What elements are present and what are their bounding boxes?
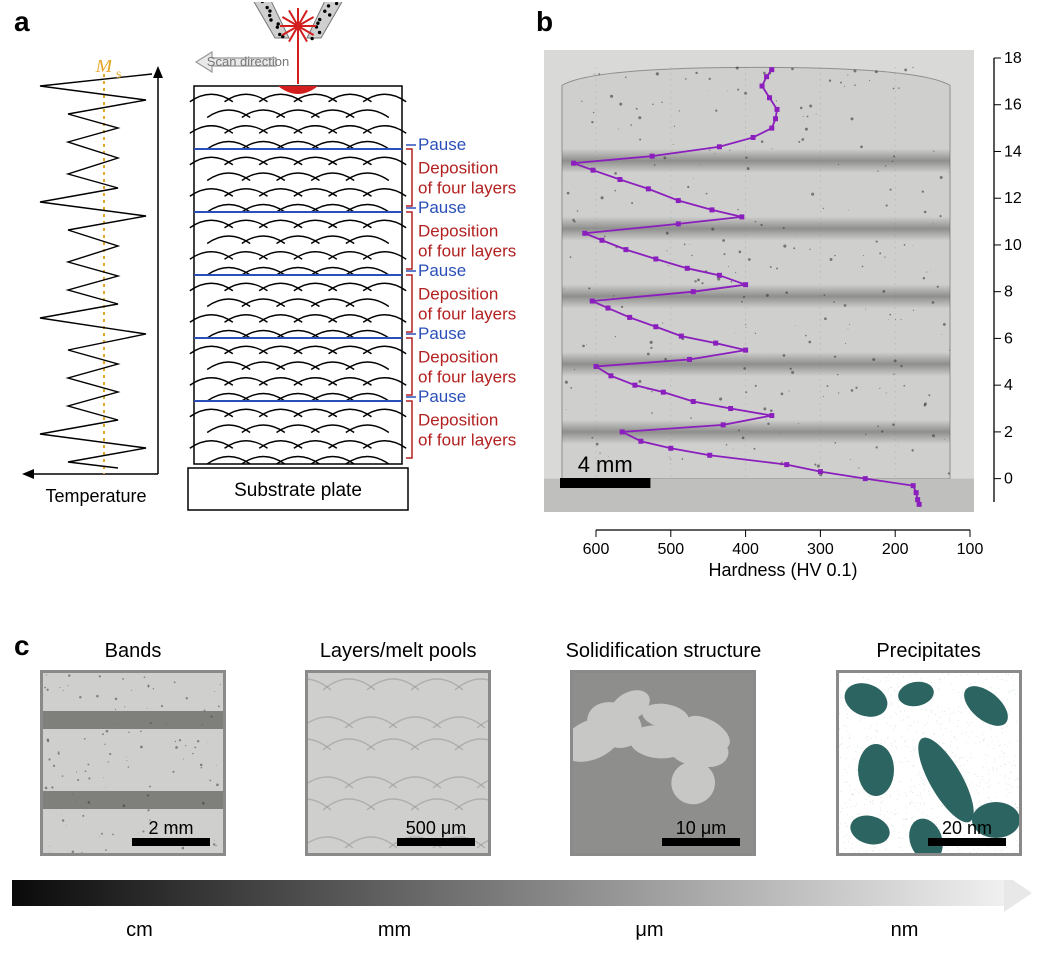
- svg-text:20 nm: 20 nm: [942, 818, 992, 838]
- svg-text:s: s: [116, 67, 121, 82]
- panel-c-title-0: Bands: [20, 640, 246, 664]
- svg-text:Scan direction: Scan direction: [207, 54, 289, 69]
- svg-text:4 mm: 4 mm: [578, 452, 633, 477]
- panel-c-title-1: Layers/melt pools: [285, 640, 511, 664]
- svg-text:6: 6: [1004, 330, 1013, 347]
- svg-text:200: 200: [882, 541, 909, 558]
- svg-text:of four layers: of four layers: [418, 242, 516, 261]
- svg-text:16: 16: [1004, 97, 1022, 114]
- panel-c-micrograph-3: 20 nm: [836, 670, 1022, 856]
- svg-text:600: 600: [583, 541, 610, 558]
- length-scale-arrow: cm mm μm nm: [12, 880, 1032, 946]
- svg-text:10: 10: [1004, 237, 1022, 254]
- svg-text:Deposition: Deposition: [418, 285, 498, 304]
- svg-text:Temperature: Temperature: [45, 486, 146, 506]
- svg-text:Deposition: Deposition: [418, 222, 498, 241]
- svg-text:mm: mm: [378, 919, 411, 941]
- svg-text:of four layers: of four layers: [418, 368, 516, 387]
- svg-text:14: 14: [1004, 143, 1022, 160]
- svg-text:18: 18: [1004, 50, 1022, 67]
- svg-text:0: 0: [1004, 471, 1013, 488]
- svg-text:Deposition: Deposition: [418, 411, 498, 430]
- panel-c-micrograph-0: 2 mm: [40, 670, 226, 856]
- panel-c-title-3: Precipitates: [816, 640, 1042, 664]
- svg-text:Pause: Pause: [418, 198, 466, 217]
- svg-text:Substrate plate: Substrate plate: [234, 480, 362, 501]
- panel-c-micrograph-1: 500 μm: [305, 670, 491, 856]
- svg-text:8: 8: [1004, 284, 1013, 301]
- svg-text:Hardness (HV 0.1): Hardness (HV 0.1): [708, 560, 857, 580]
- svg-text:Pause: Pause: [418, 135, 466, 154]
- figure-root: abcTemperatureMsScan directionBuilding d…: [0, 0, 1044, 963]
- panel-c-title-2: Solidification structure: [550, 640, 776, 664]
- svg-text:100: 100: [957, 541, 984, 558]
- svg-text:Deposition: Deposition: [418, 159, 498, 178]
- panel-a-temp-graph: Temperature Ms: [20, 60, 172, 510]
- svg-text:4: 4: [1004, 377, 1013, 394]
- svg-text:10 μm: 10 μm: [676, 818, 726, 838]
- svg-text:of four layers: of four layers: [418, 431, 516, 450]
- svg-text:500: 500: [657, 541, 684, 558]
- svg-text:nm: nm: [891, 919, 919, 941]
- svg-text:2: 2: [1004, 424, 1013, 441]
- svg-text:500 μm: 500 μm: [406, 818, 466, 838]
- panel-c-micrograph-2: 10 μm: [570, 670, 756, 856]
- svg-text:300: 300: [807, 541, 834, 558]
- panel-b: 4 mm 600 500 400 300 200 100 Hardness (HV 0.1) 0…: [534, 18, 1034, 618]
- svg-text:Pause: Pause: [418, 261, 466, 280]
- svg-text:2 mm: 2 mm: [149, 818, 194, 838]
- svg-text:Deposition: Deposition: [418, 348, 498, 367]
- svg-text:of four layers: of four layers: [418, 179, 516, 198]
- panel-a-schematic: Scan directionBuilding directionSubstrat…: [184, 2, 432, 532]
- svg-text:400: 400: [732, 541, 759, 558]
- svg-text:Pause: Pause: [418, 387, 466, 406]
- svg-text:μm: μm: [635, 919, 663, 941]
- svg-text:cm: cm: [126, 919, 153, 941]
- svg-text:12: 12: [1004, 190, 1022, 207]
- svg-text:of four layers: of four layers: [418, 305, 516, 324]
- svg-text:M: M: [95, 60, 114, 77]
- svg-text:Pause: Pause: [418, 324, 466, 343]
- panel-letter-a: a: [14, 6, 30, 38]
